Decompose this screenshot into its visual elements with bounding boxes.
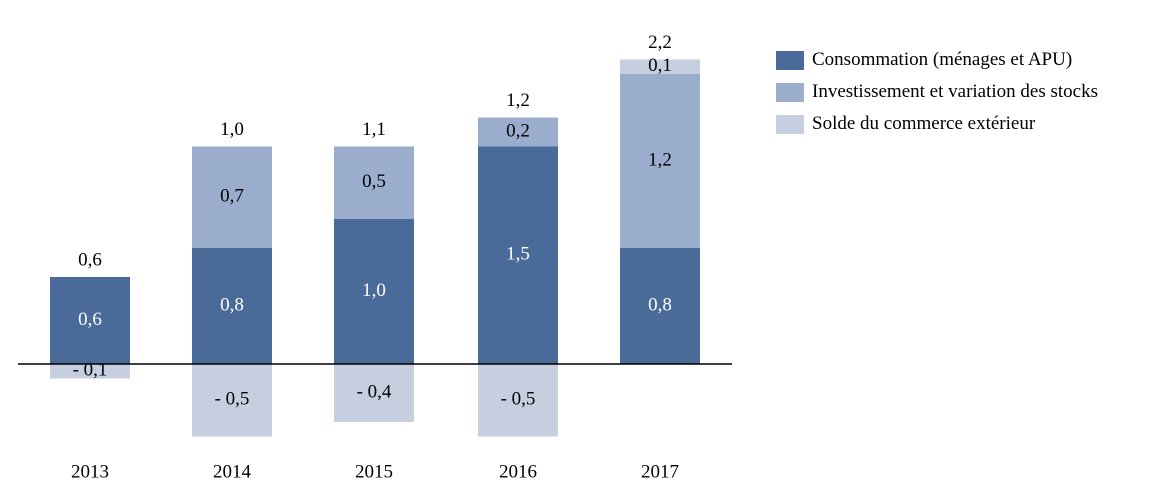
data-label: 1,2 bbox=[648, 149, 672, 170]
legend: Consommation (ménages et APU) Investisse… bbox=[776, 44, 1098, 140]
data-label: 0,2 bbox=[506, 120, 530, 141]
data-label: 1,0 bbox=[362, 280, 386, 301]
data-label: 0,5 bbox=[362, 171, 386, 192]
legend-item-commerce-exterieur: Solde du commerce extérieur bbox=[776, 108, 1098, 140]
bar-segment-2016-1 bbox=[478, 117, 558, 147]
bar-segment-2013-0 bbox=[50, 277, 130, 364]
x-tick-label: 2016 bbox=[499, 461, 537, 482]
bar-segment-2017-0 bbox=[620, 248, 700, 364]
legend-label: Solde du commerce extérieur bbox=[812, 113, 1036, 134]
bar-segment-2017-1 bbox=[620, 74, 700, 248]
total-label: 1,0 bbox=[220, 119, 244, 140]
bar-segment-2016-0 bbox=[478, 146, 558, 364]
total-label: 1,2 bbox=[506, 90, 530, 111]
bar-segment-2014-0 bbox=[192, 248, 272, 364]
bar-segment-2014-2 bbox=[192, 364, 272, 437]
data-label: - 0,4 bbox=[357, 381, 392, 402]
data-label: 1,5 bbox=[506, 244, 530, 265]
x-tick-label: 2017 bbox=[641, 461, 679, 482]
bar-segment-2015-2 bbox=[334, 364, 414, 422]
legend-item-investissement: Investissement et variation des stocks bbox=[776, 76, 1098, 108]
legend-swatch bbox=[776, 114, 804, 134]
bar-segment-2013-2 bbox=[50, 364, 130, 379]
total-label: 1,1 bbox=[362, 119, 386, 140]
bars-layer bbox=[50, 59, 700, 437]
legend-item-consommation: Consommation (ménages et APU) bbox=[776, 44, 1098, 76]
labels-layer: 0,6 - 0,1 0,6 2013 0,8 0,7 - 0,5 1,0 2014 1,0 0,5 -… bbox=[71, 32, 679, 483]
bar-segment-2015-1 bbox=[334, 146, 414, 219]
data-label: 0,6 bbox=[78, 309, 102, 330]
data-label: - 0,5 bbox=[501, 389, 536, 410]
legend-label: Investissement et variation des stocks bbox=[812, 81, 1098, 102]
data-label: 0,8 bbox=[220, 294, 244, 315]
data-label: - 0,5 bbox=[215, 389, 250, 410]
x-tick-label: 2015 bbox=[355, 461, 393, 482]
bar-segment-2015-0 bbox=[334, 219, 414, 364]
x-tick-label: 2013 bbox=[71, 461, 109, 482]
legend-swatch bbox=[776, 50, 804, 70]
legend-label: Consommation (ménages et APU) bbox=[812, 49, 1073, 70]
total-label: 2,2 bbox=[648, 32, 672, 53]
legend-swatch bbox=[776, 82, 804, 102]
data-label: 0,1 bbox=[648, 55, 672, 76]
bar-segment-2014-1 bbox=[192, 146, 272, 248]
bar-segment-2017-2 bbox=[620, 59, 700, 74]
data-label: 0,7 bbox=[220, 186, 244, 207]
total-label: 0,6 bbox=[78, 249, 102, 270]
x-tick-label: 2014 bbox=[213, 461, 252, 482]
data-label: 0,8 bbox=[648, 294, 672, 315]
bar-segment-2016-2 bbox=[478, 364, 558, 437]
data-label: - 0,1 bbox=[73, 360, 108, 381]
